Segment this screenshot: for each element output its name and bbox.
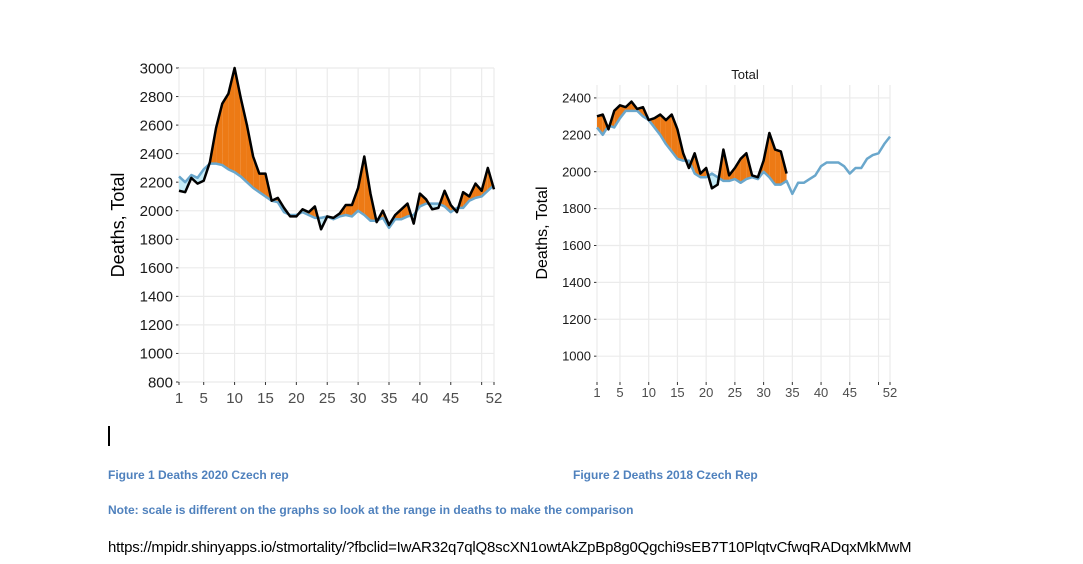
x-tick-label: 52 [486, 390, 503, 407]
x-tick-label: 35 [785, 385, 799, 400]
x-tick-label: 30 [756, 385, 770, 400]
expected-deaths-line [178, 162, 495, 230]
x-tick-label: 20 [288, 390, 305, 407]
excess-deaths-area [597, 114, 603, 135]
excess-deaths-area [740, 153, 747, 183]
y-tick-label: 1600 [140, 260, 173, 277]
y-tick-label: 1000 [140, 346, 173, 363]
y-tick-label: 1800 [562, 201, 591, 216]
x-tick-label: 52 [883, 385, 897, 400]
y-tick-label: 1400 [140, 289, 173, 306]
y-tick-label: 2200 [562, 127, 591, 142]
y-tick-label: 1800 [140, 232, 173, 249]
x-tick-label: 35 [381, 390, 398, 407]
y-tick-label: 1600 [562, 238, 591, 253]
x-tick-label: 5 [200, 390, 208, 407]
expected-deaths-line [596, 109, 891, 196]
x-tick-label: 40 [412, 390, 429, 407]
y-tick-label: 1200 [562, 312, 591, 327]
x-tick-label: 1 [175, 390, 183, 407]
y-tick-label: 2800 [140, 89, 173, 106]
y-tick-label: 2200 [140, 174, 173, 191]
y-tick-label: 3000 [140, 60, 173, 77]
y-axis-title: Deaths, Total [108, 173, 128, 278]
x-tick-label: 45 [843, 385, 857, 400]
excess-deaths-area [345, 205, 352, 217]
excess-deaths-area [665, 114, 672, 152]
excess-deaths-area [358, 156, 365, 216]
y-tick-label: 1400 [562, 275, 591, 290]
excess-deaths-area [216, 103, 223, 166]
excess-deaths-area [734, 158, 741, 183]
excess-deaths-area [401, 203, 408, 220]
x-tick-label: 1 [593, 385, 600, 400]
deficit-deaths-area [179, 176, 186, 193]
actual-deaths-line [178, 66, 496, 231]
figure1-caption: Figure 1 Deaths 2020 Czech rep [108, 468, 289, 482]
x-tick-label: 10 [226, 390, 243, 407]
x-tick-label: 25 [319, 390, 336, 407]
excess-deaths-area [246, 125, 254, 188]
x-tick-label: 10 [641, 385, 655, 400]
y-tick-label: 2400 [562, 90, 591, 105]
x-tick-label: 40 [814, 385, 828, 400]
excess-deaths-area [253, 156, 260, 193]
y-tick-label: 2400 [140, 146, 173, 163]
figure2-caption: Figure 2 Deaths 2018 Czech Rep [573, 468, 758, 482]
y-tick-label: 2000 [140, 203, 173, 220]
x-tick-label: 45 [442, 390, 459, 407]
y-tick-label: 2600 [140, 117, 173, 134]
x-tick-label: 5 [616, 385, 623, 400]
chart-title: Total [731, 67, 759, 82]
y-tick-label: 2000 [562, 164, 591, 179]
x-tick-label: 30 [350, 390, 367, 407]
comparison-note: Note: scale is different on the graphs s… [108, 503, 634, 517]
y-tick-label: 1000 [562, 349, 591, 364]
y-tick-label: 800 [148, 374, 173, 391]
y-tick-label: 1200 [140, 317, 173, 334]
x-tick-label: 15 [670, 385, 684, 400]
charts-area: 800 1000 1200 1400 1600 1800 2000 2200 2400 2600 2… [108, 60, 897, 407]
excess-deaths-area [222, 93, 229, 170]
actual-deaths-line [596, 100, 788, 190]
x-tick-label: 15 [257, 390, 274, 407]
excess-deaths-area [654, 114, 661, 135]
excess-deaths-area [228, 68, 235, 173]
x-tick-label: 20 [699, 385, 713, 400]
x-tick-label: 25 [728, 385, 742, 400]
text-cursor [108, 426, 110, 446]
excess-deaths-area [259, 173, 266, 197]
source-url-link[interactable]: https://mpidr.shinyapps.io/stmortality/?… [108, 539, 912, 556]
excess-deaths-area [775, 149, 781, 185]
chart-1: 800 1000 1200 1400 1600 1800 2000 2200 2400 2600 2… [108, 60, 502, 407]
y-axis-title: Deaths, Total [534, 186, 551, 279]
